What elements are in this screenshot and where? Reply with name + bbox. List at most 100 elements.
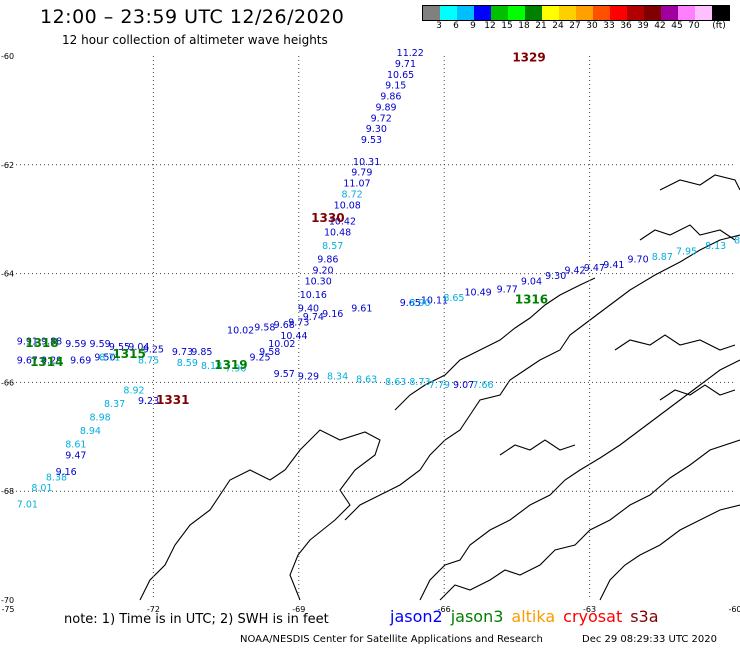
wave-height-value: 9.16 — [322, 309, 343, 320]
colorbar-swatch — [491, 6, 508, 20]
colorbar-swatch — [542, 6, 559, 20]
latitude-label: -68 — [1, 487, 14, 496]
wave-height-value: 10.02 — [227, 325, 254, 336]
colorbar-swatch — [440, 6, 457, 20]
coastline — [659, 174, 740, 191]
colorbar-swatch — [610, 6, 627, 20]
wave-height-value: 9.67 — [17, 355, 38, 366]
pass-number-label: 1329 — [512, 50, 545, 64]
coastline — [499, 439, 576, 456]
wave-height-value: 8.92 — [123, 385, 144, 396]
pass-number-label: 1331 — [156, 393, 189, 407]
coastline — [639, 224, 736, 241]
coastline — [659, 384, 736, 401]
wave-height-value: 9.65 — [400, 298, 421, 309]
legend-item-s3a: s3a — [630, 607, 659, 626]
longitude-label: -66 — [438, 605, 451, 614]
latitude-label: -70 — [1, 596, 14, 605]
wave-height-value: 9.89 — [375, 102, 396, 113]
wave-height-value: 9.73 — [288, 317, 309, 328]
map-title: 12:00 – 23:59 UTC 12/26/2020 — [40, 6, 345, 28]
wave-height-value: 8.34 — [327, 372, 348, 383]
wave-height-value: 9.70 — [627, 255, 648, 266]
colorbar-tick-label: 70 — [688, 21, 700, 31]
wave-height-value: 9.25 — [143, 344, 164, 355]
wave-height-value: 8.59 — [177, 358, 198, 369]
coastline — [139, 429, 381, 601]
latitude-label: -66 — [1, 378, 14, 387]
colorbar-tick-label: 27 — [569, 21, 581, 31]
wave-height-value: 9.42 — [564, 266, 585, 277]
colorbar-swatch — [576, 6, 593, 20]
wave-height-value: 9.86 — [317, 255, 338, 266]
longitude-label: -60 — [728, 605, 740, 614]
legend-item-altika: altika — [511, 607, 556, 626]
wave-height-value: 10.49 — [465, 287, 492, 298]
wave-height-value: 9.53 — [361, 135, 382, 146]
colorbar-tick-label: 3 — [436, 21, 442, 31]
credit-line: NOAA/NESDIS Center for Satellite Applica… — [240, 634, 543, 645]
generated-timestamp: Dec 29 08:29:33 UTC 2020 — [582, 634, 717, 645]
wave-height-value: 9.04 — [128, 342, 149, 353]
pass-number-label: 1315 — [112, 347, 145, 361]
colorbar-tick-label: 6 — [453, 21, 459, 31]
colorbar-tick-label: 24 — [552, 21, 564, 31]
wave-height-value: 9.68 — [274, 320, 295, 331]
colorbar-swatch — [627, 6, 644, 20]
satellite-legend: jason2 jason3 altika cryosat s3a — [390, 607, 667, 626]
legend-item-jason2: jason2 — [390, 607, 443, 626]
wave-height-value: 8.75 — [138, 355, 159, 366]
wave-height-value: 8.63 — [356, 374, 377, 385]
wave-height-value: 11.22 — [397, 48, 424, 59]
latitude-label: -60 — [1, 52, 14, 61]
wave-height-value: 9.20 — [312, 266, 333, 277]
pass-number-label: 1316 — [515, 293, 548, 307]
wave-height-value: 8.87 — [652, 252, 673, 263]
wave-height-value: 7.95 — [676, 247, 697, 258]
colorbar-tick-label: 21 — [535, 21, 547, 31]
colorbar-swatch — [423, 6, 440, 20]
pass-number-label: 1330 — [311, 211, 344, 225]
latitude-label: -64 — [1, 270, 14, 279]
wave-height-value: 9.61 — [351, 304, 372, 315]
wave-height-value: 10.30 — [305, 276, 332, 287]
coastline — [419, 359, 740, 601]
wave-height-value: 8.38 — [46, 472, 67, 483]
wave-height-value: 9.88 — [41, 336, 62, 347]
wave-height-value: 9.59 — [65, 339, 86, 350]
wave-height-value: 9.16 — [56, 467, 77, 478]
wave-height-value: 10.31 — [353, 157, 380, 168]
coastline — [599, 504, 740, 601]
wave-height-value: 9.58 — [259, 347, 280, 358]
colorbar-swatch — [695, 6, 712, 20]
wave-height-value: 8.94 — [80, 426, 101, 437]
wave-height-value: 9.79 — [351, 168, 372, 179]
wave-height-value: 10.08 — [334, 200, 361, 211]
wave-height-value: 7.01 — [17, 500, 38, 511]
legend-item-cryosat: cryosat — [563, 607, 623, 626]
wave-height-value: 9.86 — [380, 92, 401, 103]
colorbar-tick-label: 9 — [470, 21, 476, 31]
wave-height-value: 10.02 — [268, 339, 295, 350]
wave-height-value: 9.55 — [109, 342, 130, 353]
latitude-label: -62 — [1, 161, 14, 170]
colorbar-tick-label: 42 — [654, 21, 666, 31]
wave-height-value: 9.91 — [17, 336, 38, 347]
wave-height-value: 9.30 — [545, 271, 566, 282]
wave-height-value: 8.73 — [409, 377, 430, 388]
wave-height-value: 10.44 — [280, 331, 307, 342]
colorbar-swatch — [457, 6, 474, 20]
wave-height-value: 10.48 — [324, 228, 351, 239]
wave-height-value: 9.74 — [303, 312, 324, 323]
wave-height-value: 9.23 — [138, 396, 159, 407]
wave-height-value: 10.65 — [387, 70, 414, 81]
map-subtitle: 12 hour collection of altimeter wave hei… — [62, 33, 328, 47]
wave-height-value: 8.61 — [65, 440, 86, 451]
wave-height-value: 9.73 — [172, 347, 193, 358]
coastline — [344, 234, 740, 521]
wave-height-value: 9.29 — [41, 355, 62, 366]
longitude-label: -63 — [583, 605, 596, 614]
footnote: note: 1) Time is in UTC; 2) SWH is in fe… — [64, 612, 329, 627]
wave-height-value: 10.11 — [421, 296, 448, 307]
colorbar-tick-label: 33 — [603, 21, 615, 31]
